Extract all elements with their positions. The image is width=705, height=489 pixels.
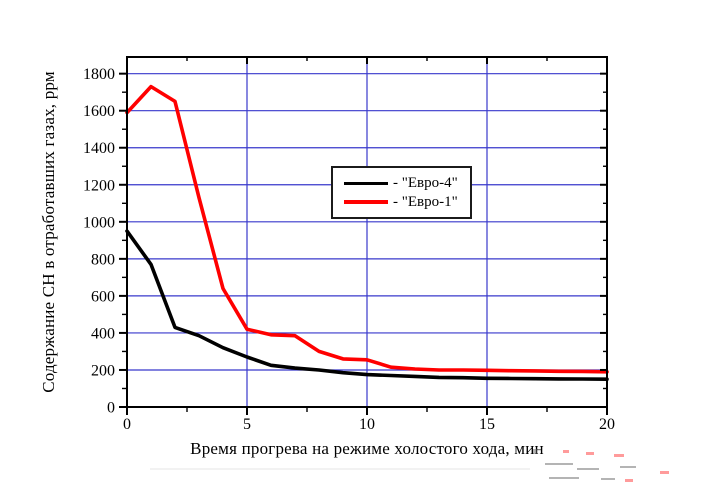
x-tick-label: 5 xyxy=(243,416,251,433)
x-tick-label: 20 xyxy=(599,416,615,433)
y-tick-label: 1600 xyxy=(83,103,115,120)
x-tick-label: 10 xyxy=(359,416,375,433)
legend-line-swatch-red xyxy=(344,200,388,204)
legend-label: - "Евро-4" xyxy=(393,174,458,191)
series-line-Евро-1 xyxy=(125,84,609,374)
y-tick-label: 1800 xyxy=(83,66,115,83)
y-tick-label: 600 xyxy=(91,288,115,305)
legend-label: - "Евро-1" xyxy=(393,193,458,210)
x-tick-label: 15 xyxy=(479,416,495,433)
y-tick-label: 1200 xyxy=(83,177,115,194)
y-tick-label: 1000 xyxy=(83,214,115,231)
x-axis-label: Время прогрева на режиме холостого хода,… xyxy=(190,439,544,458)
y-tick-label: 400 xyxy=(91,325,115,342)
y-axis-label: Содержание СН в отработавших газах, ррм xyxy=(39,71,58,393)
legend-entry-evro1: - "Евро-1" xyxy=(344,193,470,210)
y-tick-label: 200 xyxy=(91,362,115,379)
y-tick-label: 1400 xyxy=(83,140,115,157)
legend-line-swatch-black xyxy=(344,181,388,185)
y-tick-label: 800 xyxy=(91,251,115,268)
series-line-Евро-4 xyxy=(125,229,609,382)
y-tick-label: 0 xyxy=(107,400,115,417)
legend-entry-evro4: - "Евро-4" xyxy=(344,174,470,191)
legend-box: - "Евро-4" - "Евро-1" xyxy=(331,166,472,219)
x-tick-label: 0 xyxy=(123,416,131,433)
